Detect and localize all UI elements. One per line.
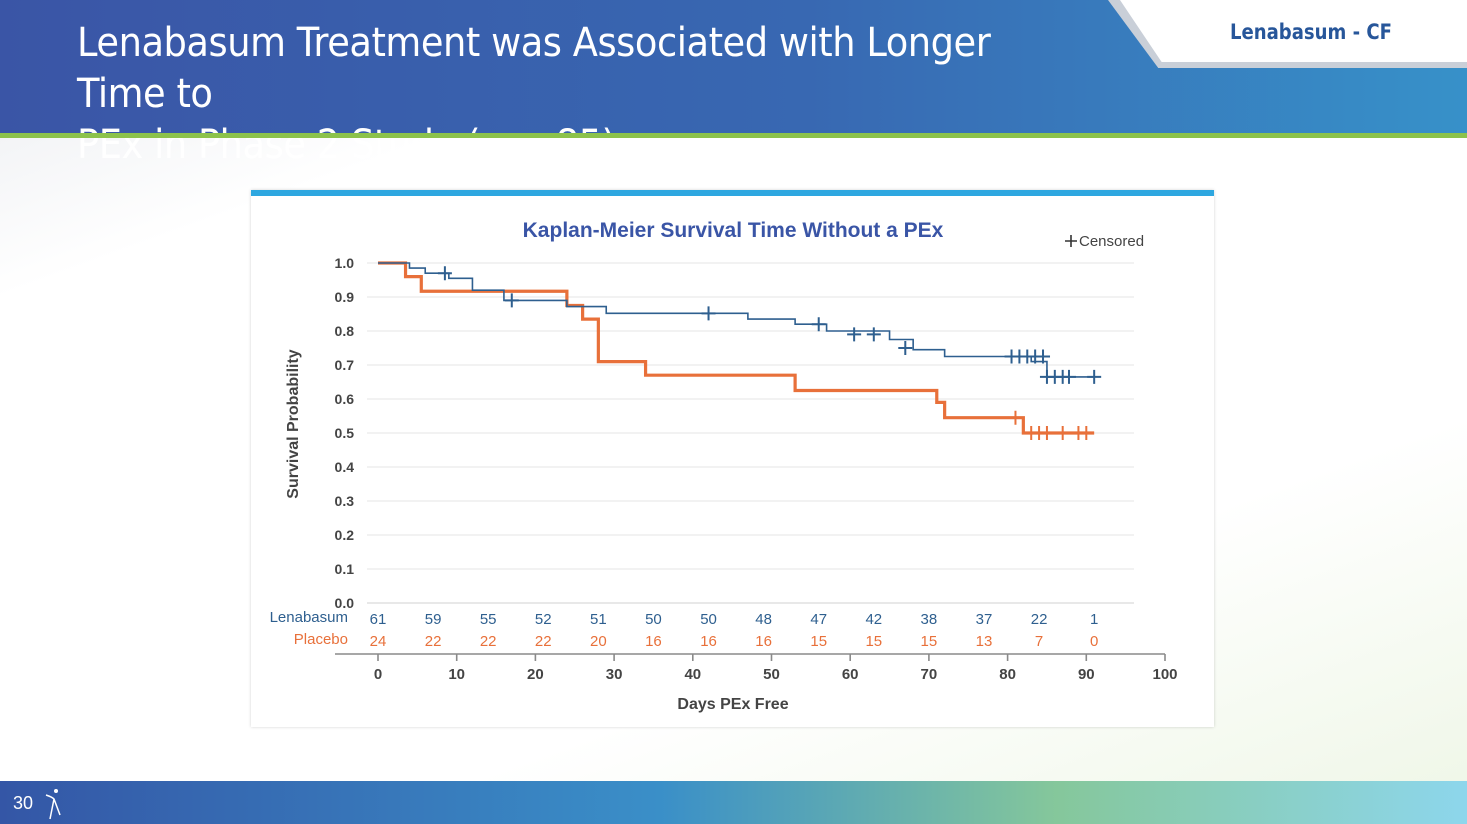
slide-title: Lenabasum Treatment was Associated with … — [77, 18, 1025, 171]
y-tick-label: 0.2 — [335, 527, 355, 543]
at-risk-value-placebo: 16 — [755, 633, 772, 650]
y-tick-label: 0.7 — [335, 357, 355, 373]
at-risk-value-placebo: 22 — [535, 633, 552, 650]
censor-mark-lenabasum — [866, 327, 881, 342]
censor-mark-placebo — [1039, 426, 1054, 440]
x-tick-label: 50 — [763, 666, 780, 683]
censor-mark-lenabasum — [811, 317, 826, 332]
survival-line-placebo — [378, 261, 1095, 435]
censor-mark-lenabasum — [1087, 369, 1102, 384]
at-risk-value-lenabasum: 37 — [976, 611, 993, 628]
at-risk-value-placebo: 20 — [590, 633, 607, 650]
censor-mark-lenabasum — [898, 341, 913, 355]
censor-mark-placebo — [1079, 426, 1094, 440]
x-tick-label: 0 — [374, 666, 382, 683]
censor-mark-lenabasum — [847, 327, 862, 342]
x-tick-label: 100 — [1152, 666, 1177, 683]
x-tick-label: 40 — [684, 666, 701, 683]
x-tick-label: 30 — [606, 666, 623, 683]
x-tick-label: 20 — [527, 666, 544, 683]
kaplan-meier-chart: 0.0 0.1 0.2 0.3 0.4 0.5 0.6 0.7 0.8 0.9 1.0 Kaplan-… — [270, 219, 1178, 713]
card-accent-bar — [251, 190, 1214, 196]
slide-title-line2: PEx in Phase 2 Study (n = 85) — [77, 122, 616, 168]
at-risk-value-placebo: 24 — [370, 633, 387, 650]
at-risk-value-placebo: 7 — [1035, 633, 1043, 650]
at-risk-value-placebo: 0 — [1090, 633, 1098, 650]
at-risk-value-lenabasum: 47 — [810, 611, 827, 628]
at-risk-value-lenabasum: 59 — [425, 611, 442, 628]
legend-censor-marker — [1065, 235, 1077, 247]
censor-mark-lenabasum — [701, 306, 716, 321]
at-risk-value-lenabasum: 50 — [700, 611, 717, 628]
y-tick-label: 0.4 — [335, 459, 355, 475]
at-risk-value-lenabasum: 51 — [590, 611, 607, 628]
x-tick-label: 90 — [1078, 666, 1095, 683]
x-axis-label: Days PEx Free — [677, 696, 788, 713]
at-risk-label-lenabasum: Lenabasum — [270, 609, 348, 626]
footer-bar: 30 — [0, 781, 1467, 824]
at-risk-value-placebo: 15 — [810, 633, 827, 650]
x-tick-label: 10 — [448, 666, 465, 683]
at-risk-value-lenabasum: 61 — [370, 611, 387, 628]
at-risk-value-placebo: 16 — [700, 633, 717, 650]
section-tag — [1120, 0, 1467, 62]
censor-mark-placebo — [1008, 410, 1023, 425]
censor-mark-placebo — [1055, 426, 1070, 440]
at-risk-value-lenabasum: 38 — [921, 611, 938, 628]
censor-mark-lenabasum — [437, 266, 452, 281]
at-risk-label-placebo: Placebo — [294, 631, 348, 648]
at-risk-value-lenabasum: 22 — [1031, 611, 1048, 628]
at-risk-value-placebo: 13 — [976, 633, 993, 650]
y-tick-label: 0.9 — [335, 289, 355, 305]
survival-line-lenabasum — [378, 262, 1095, 378]
slide-title-line1: Lenabasum Treatment was Associated with … — [77, 20, 991, 117]
at-risk-value-lenabasum: 48 — [755, 611, 772, 628]
y-tick-label: 0.8 — [335, 323, 355, 339]
x-tick-label: 80 — [999, 666, 1016, 683]
y-tick-label: 1.0 — [335, 255, 355, 271]
chart-card: 0.0 0.1 0.2 0.3 0.4 0.5 0.6 0.7 0.8 0.9 1.0 Kaplan-… — [251, 190, 1214, 727]
y-tick-label: 0.5 — [335, 425, 355, 441]
chart-title: Kaplan-Meier Survival Time Without a PEx — [523, 219, 944, 242]
at-risk-value-lenabasum: 55 — [480, 611, 497, 628]
at-risk-value-placebo: 22 — [480, 633, 497, 650]
at-risk-value-placebo: 15 — [865, 633, 882, 650]
y-axis-label: Survival Probability — [285, 349, 302, 498]
section-tag-label: Lenabasum - CF — [1230, 20, 1393, 44]
at-risk-value-lenabasum: 42 — [865, 611, 882, 628]
y-tick-label: 0.6 — [335, 391, 355, 407]
at-risk-value-lenabasum: 1 — [1090, 611, 1098, 628]
y-tick-label: 0.1 — [335, 561, 355, 577]
at-risk-value-lenabasum: 50 — [645, 611, 662, 628]
censor-mark-lenabasum — [1036, 349, 1051, 364]
censor-mark-lenabasum — [504, 293, 519, 308]
at-risk-value-placebo: 16 — [645, 633, 662, 650]
at-risk-value-lenabasum: 52 — [535, 611, 552, 628]
company-logo-icon — [45, 789, 61, 820]
y-tick-label: 0.3 — [335, 493, 355, 509]
header-rule — [0, 133, 1467, 138]
at-risk-value-placebo: 15 — [921, 633, 938, 650]
page-number: 30 — [13, 793, 34, 813]
x-tick-label: 60 — [842, 666, 859, 683]
y-tick-label: 0.0 — [335, 595, 355, 611]
x-tick-label: 70 — [921, 666, 938, 683]
legend-censored-label: Censored — [1079, 233, 1144, 250]
at-risk-value-placebo: 22 — [425, 633, 442, 650]
censor-mark-lenabasum — [1061, 369, 1076, 384]
